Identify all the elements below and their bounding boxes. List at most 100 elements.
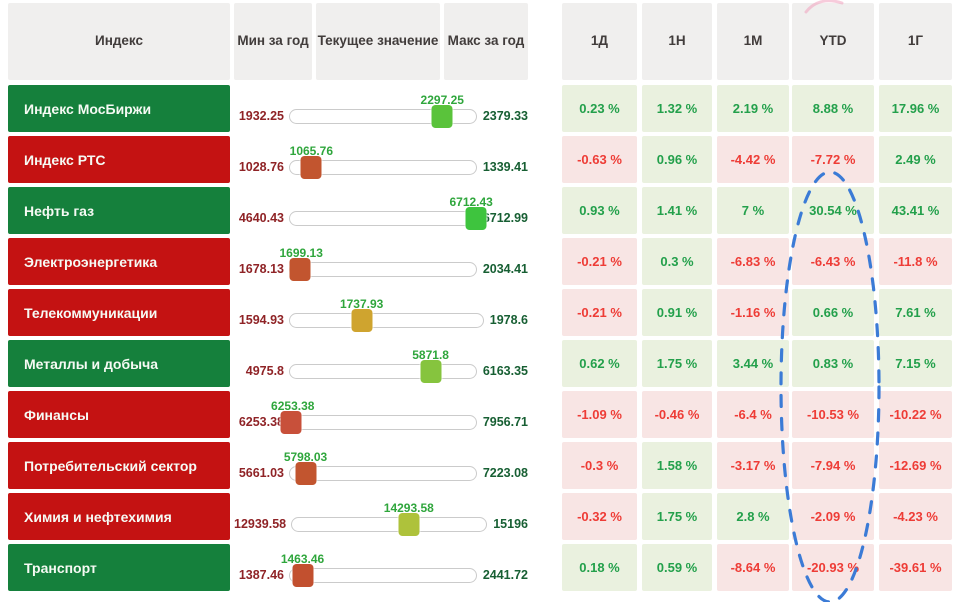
year-min-value: 6253.38: [238, 415, 284, 429]
change-1m: 2.8 %: [717, 493, 789, 540]
index-performance-table: Индекс Мин за год Текущее значение Макс …: [8, 3, 952, 595]
change-1w: 0.59 %: [642, 544, 712, 591]
year-min-value: 1932.25: [238, 109, 284, 123]
change-1m: -6.4 %: [717, 391, 789, 438]
table-row: Потребительский сектор 5661.03 5798.03 7…: [8, 442, 952, 489]
header-ytd: YTD: [792, 3, 874, 80]
index-name-label: Телекоммуникации: [8, 289, 230, 336]
change-1y: -4.23 %: [879, 493, 952, 540]
index-name-label: Финансы: [8, 391, 230, 438]
year-min-value: 5661.03: [238, 466, 284, 480]
slider-handle[interactable]: [280, 411, 301, 434]
year-range-slider: 6253.38 6253.38 7956.71: [234, 391, 528, 438]
table-row: Финансы 6253.38 6253.38 7956.71 -1.09 % …: [8, 391, 952, 438]
change-ytd: 0.66 %: [792, 289, 874, 336]
current-value-label: 1065.76: [289, 144, 334, 158]
change-1d: -0.21 %: [562, 289, 637, 336]
year-min-value: 12939.58: [234, 517, 287, 531]
change-1d: 0.18 %: [562, 544, 637, 591]
change-ytd: -2.09 %: [792, 493, 874, 540]
header-index: Индекс: [8, 3, 230, 80]
change-ytd: -10.53 %: [792, 391, 874, 438]
header-1d: 1Д: [562, 3, 637, 80]
slider-handle[interactable]: [289, 258, 311, 281]
slider-handle[interactable]: [465, 207, 487, 230]
slider-track: [289, 568, 477, 583]
current-value-label: 6712.43: [449, 195, 493, 209]
year-max-value: 1978.6: [489, 313, 528, 327]
table-row: Химия и нефтехимия 12939.58 14293.58 151…: [8, 493, 952, 540]
slider-handle[interactable]: [420, 360, 442, 383]
change-ytd: -7.94 %: [792, 442, 874, 489]
year-range-slider: 1932.25 2297.25 2379.33: [234, 85, 528, 132]
year-min-value: 1028.76: [238, 160, 284, 174]
slider-track: [289, 313, 484, 328]
change-1y: 43.41 %: [879, 187, 952, 234]
index-name-label: Транспорт: [8, 544, 230, 591]
table-row: Транспорт 1387.46 1463.46 2441.72 0.18 %…: [8, 544, 952, 591]
change-1d: 0.23 %: [562, 85, 637, 132]
index-name-label: Химия и нефтехимия: [8, 493, 230, 540]
current-value-label: 2297.25: [420, 93, 464, 107]
slider-handle[interactable]: [292, 564, 314, 587]
slider-track: [291, 517, 488, 532]
change-1y: 7.15 %: [879, 340, 952, 387]
table-header: Индекс Мин за год Текущее значение Макс …: [8, 3, 952, 80]
change-ytd: -7.72 %: [792, 136, 874, 183]
change-ytd: 0.83 %: [792, 340, 874, 387]
year-range-slider: 5661.03 5798.03 7223.08: [234, 442, 528, 489]
change-1d: -1.09 %: [562, 391, 637, 438]
header-year-min: Мин за год: [234, 3, 312, 80]
change-1m: 7 %: [717, 187, 789, 234]
current-value-label: 1737.93: [339, 297, 384, 311]
year-range-slider: 4975.8 5871.8 6163.35: [234, 340, 528, 387]
change-1m: 2.19 %: [717, 85, 789, 132]
year-range-slider: 1678.13 1699.13 2034.41: [234, 238, 528, 285]
change-1m: 3.44 %: [717, 340, 789, 387]
slider-handle[interactable]: [398, 513, 420, 536]
change-ytd: 8.88 %: [792, 85, 874, 132]
index-name-label: Нефть газ: [8, 187, 230, 234]
change-1m: -8.64 %: [717, 544, 789, 591]
change-ytd: -20.93 %: [792, 544, 874, 591]
year-min-value: 1678.13: [238, 262, 284, 276]
change-1w: 1.41 %: [642, 187, 712, 234]
change-1m: -4.42 %: [717, 136, 789, 183]
change-1w: 1.32 %: [642, 85, 712, 132]
year-min-value: 1387.46: [238, 568, 284, 582]
index-name-label: Электроэнергетика: [8, 238, 230, 285]
header-1w: 1Н: [642, 3, 712, 80]
change-1w: 1.75 %: [642, 340, 712, 387]
year-max-value: 7956.71: [482, 415, 528, 429]
change-1y: 7.61 %: [879, 289, 952, 336]
year-min-value: 1594.93: [238, 313, 284, 327]
change-1w: 0.96 %: [642, 136, 712, 183]
current-value-label: 1463.46: [280, 552, 325, 566]
change-1w: 1.58 %: [642, 442, 712, 489]
slider-handle[interactable]: [431, 105, 453, 128]
slider-track: [289, 415, 477, 430]
year-range-slider: 1387.46 1463.46 2441.72: [234, 544, 528, 591]
change-1m: -6.83 %: [717, 238, 789, 285]
change-1y: -12.69 %: [879, 442, 952, 489]
year-range-slider: 4640.43 6712.43 6712.99: [234, 187, 528, 234]
slider-handle[interactable]: [351, 309, 373, 332]
year-range-slider: 12939.58 14293.58 15196: [234, 493, 528, 540]
header-1y: 1Г: [879, 3, 952, 80]
slider-track: [289, 211, 477, 226]
change-1d: -0.3 %: [562, 442, 637, 489]
index-name-label: Металлы и добыча: [8, 340, 230, 387]
year-max-value: 6712.99: [482, 211, 528, 225]
year-max-value: 2441.72: [482, 568, 528, 582]
header-1m: 1М: [717, 3, 789, 80]
table-row: Металлы и добыча 4975.8 5871.8 6163.35 0…: [8, 340, 952, 387]
table-row: Телекоммуникации 1594.93 1737.93 1978.6 …: [8, 289, 952, 336]
slider-handle[interactable]: [295, 462, 317, 485]
change-1y: 17.96 %: [879, 85, 952, 132]
header-current-value: Текущее значение: [316, 3, 440, 80]
slider-track: [289, 109, 477, 124]
year-max-value: 7223.08: [482, 466, 528, 480]
slider-handle[interactable]: [300, 156, 322, 179]
change-1d: -0.63 %: [562, 136, 637, 183]
change-1d: 0.62 %: [562, 340, 637, 387]
